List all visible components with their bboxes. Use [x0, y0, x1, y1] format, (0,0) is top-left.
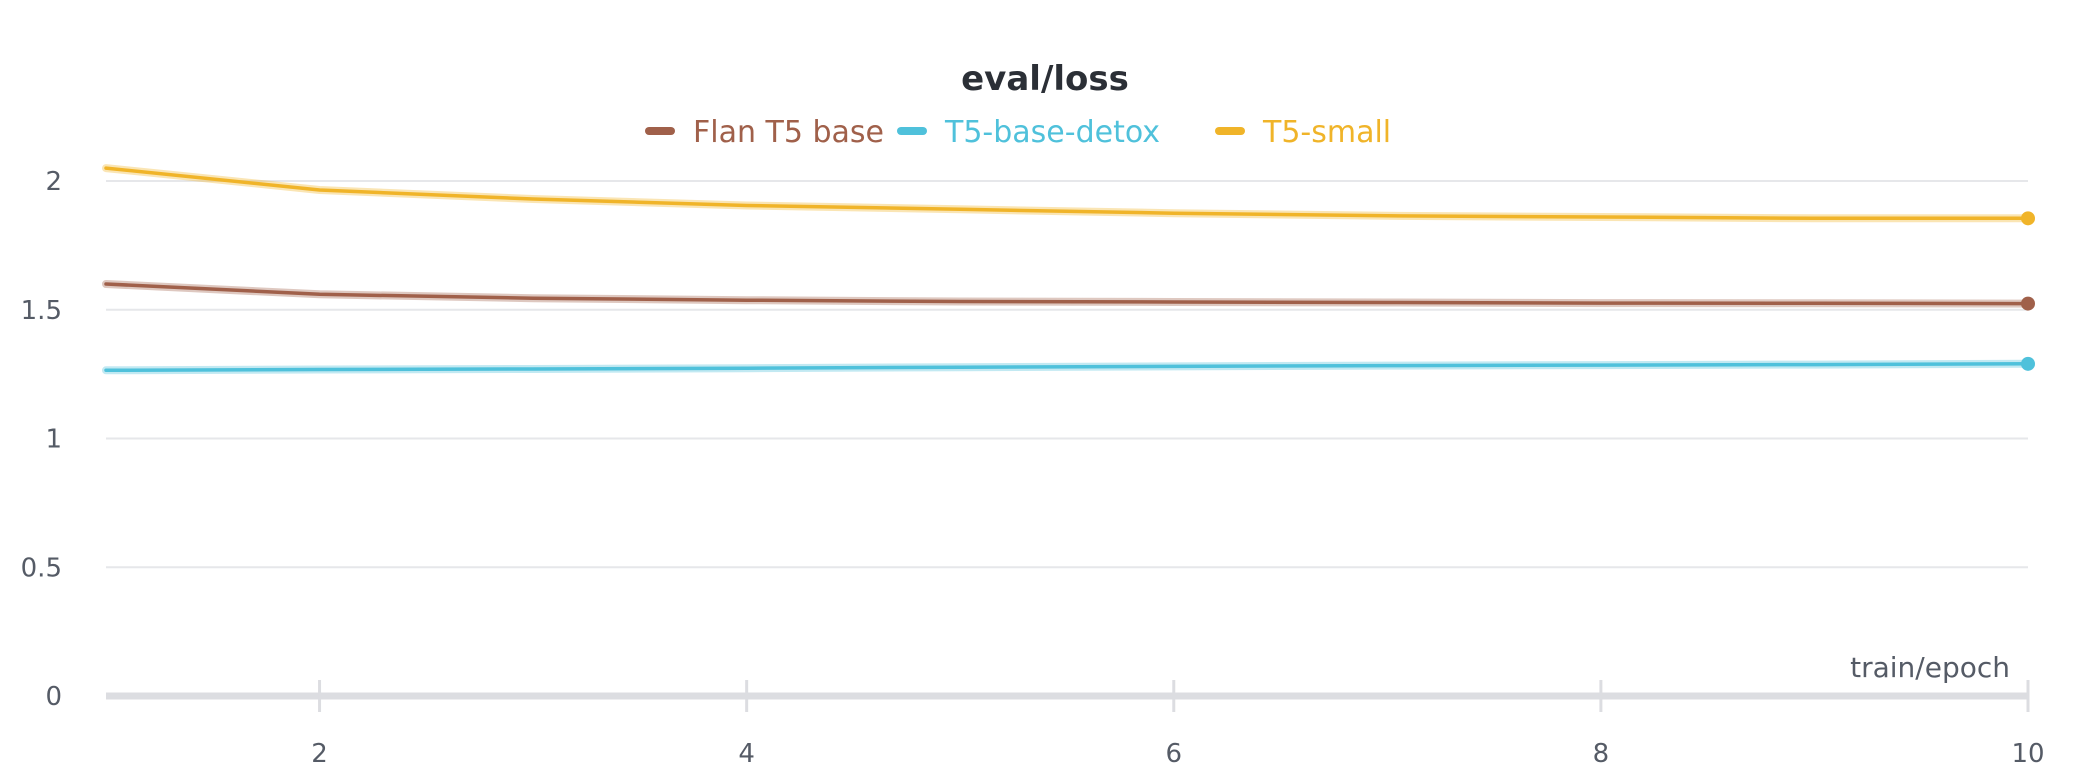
y-axis-tick-labels: 0 0.5 1 1.5 2	[21, 167, 62, 712]
grid-lines	[106, 180, 2028, 569]
legend-label: Flan T5 base	[693, 115, 884, 150]
x-tick-label: 2	[311, 739, 328, 769]
series-line	[104, 166, 2030, 221]
x-tick-label: 4	[738, 739, 755, 769]
x-tick-label: 10	[2011, 739, 2044, 769]
legend-item[interactable]: T5-base-detox	[897, 115, 1160, 150]
series-end-point	[2021, 356, 2035, 371]
series-end-point	[2021, 211, 2035, 226]
legend-label: T5-base-detox	[944, 115, 1160, 150]
y-tick-label: 0.5	[21, 553, 62, 583]
y-tick-label: 1.5	[21, 296, 62, 326]
x-axis	[106, 680, 2030, 712]
legend-item[interactable]: Flan T5 base	[645, 115, 884, 150]
legend-swatch	[1215, 127, 1245, 135]
x-tick-label: 6	[1166, 739, 1183, 769]
legend-label: T5-small	[1262, 115, 1391, 150]
y-tick-label: 1	[45, 425, 62, 455]
series-lines	[102, 164, 2035, 375]
legend-swatch	[897, 127, 927, 135]
legend-item[interactable]: T5-small	[1215, 115, 1391, 150]
legend-swatch	[645, 127, 675, 135]
x-axis-tick-labels: 2 4 6 8 10	[311, 739, 2044, 769]
y-tick-label: 0	[45, 682, 62, 712]
series-end-point	[2021, 296, 2035, 311]
chart-title-group: eval/loss	[961, 59, 1129, 99]
x-tick-label: 8	[1593, 739, 1610, 769]
x-axis-label: train/epoch	[1850, 651, 2010, 684]
series-line	[104, 282, 2030, 306]
series-line	[104, 362, 2030, 373]
chart-title: eval/loss	[961, 59, 1129, 99]
legend: Flan T5 base T5-base-detox T5-small	[645, 115, 1391, 150]
y-tick-label: 2	[45, 167, 62, 197]
